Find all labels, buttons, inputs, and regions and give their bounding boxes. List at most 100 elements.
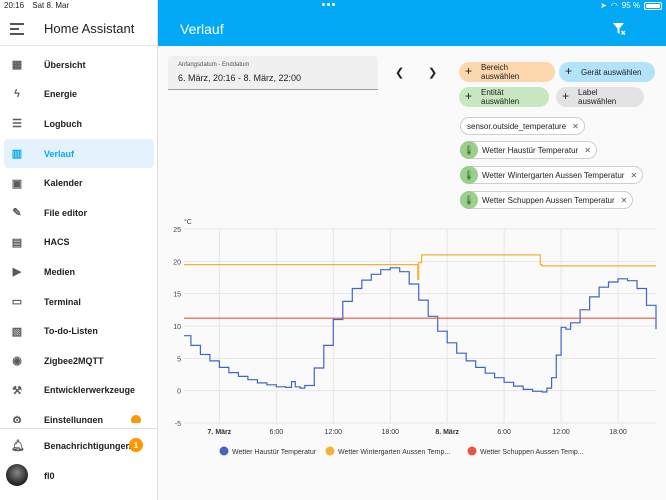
legend-entry: Wetter Schuppen Aussen Temp... xyxy=(480,449,584,456)
x-tick-label: 6:00 xyxy=(270,429,284,436)
selected-entity-chip: 🌡︎ Wetter Haustür Temperatur ✕ xyxy=(460,141,597,159)
sidebar-item-medien[interactable]: ▶ Medien xyxy=(0,257,158,287)
sidebar-item-energie[interactable]: ϟ Energie xyxy=(0,80,158,110)
thermometer-icon: 🌡︎ xyxy=(460,191,478,209)
history-chart[interactable]: 25 20 15 10 5 0 -5 7. März 6:00 12:00 18:00 8. März… xyxy=(168,216,664,466)
sidebar-divider xyxy=(0,428,158,429)
sidebar-item-hacs[interactable]: ▤ HACS xyxy=(0,228,158,258)
x-tick-label: 6:00 xyxy=(497,429,511,436)
x-tick-label: 12:00 xyxy=(552,429,570,436)
x-tick-label: 8. März xyxy=(435,429,459,436)
x-tick-label: 12:00 xyxy=(325,429,343,436)
menu-toggle-icon[interactable] xyxy=(10,23,24,35)
sidebar-item-verlauf[interactable]: ▥ Verlauf xyxy=(4,138,154,169)
thermometer-icon: 🌡︎ xyxy=(460,166,478,184)
sidebar-item-terminal[interactable]: ▭ Terminal xyxy=(0,287,158,317)
legend-marker xyxy=(219,446,229,456)
bell-icon: 🔔︎ xyxy=(11,440,25,452)
sidebar-item-label: Terminal xyxy=(44,296,81,307)
y-tick-label: 25 xyxy=(173,227,181,234)
y-tick-label: -5 xyxy=(175,421,181,428)
select-device-label: Gerät auswählen xyxy=(581,67,642,77)
date-range-picker[interactable]: Anfangsdatum - Enddatum 6. März, 20:16 -… xyxy=(168,56,378,90)
select-area-button[interactable]: + Bereich auswählen xyxy=(459,62,555,82)
chart-icon: ▥ xyxy=(11,148,23,161)
legend-entry: Wetter Wintergarten Aussen Temp... xyxy=(338,449,450,456)
notifications-label: Benachrichtigungen xyxy=(44,441,132,451)
y-axis-label: °C xyxy=(184,218,192,226)
x-tick-label: 7. März xyxy=(208,429,232,436)
dashboard-icon: ▦ xyxy=(11,59,23,72)
clipboard-icon: ▧ xyxy=(11,325,23,338)
x-tick-label: 18:00 xyxy=(609,429,627,436)
close-icon[interactable]: ✕ xyxy=(584,145,591,155)
location-icon: ➤ xyxy=(600,1,607,10)
date-range-label: Anfangsdatum - Enddatum xyxy=(178,62,250,68)
sidebar-item-label: File editor xyxy=(44,207,88,218)
lightning-icon: ϟ xyxy=(14,88,20,101)
select-label-label: Label auswählen xyxy=(578,88,617,106)
multitask-dots-icon[interactable] xyxy=(322,3,335,6)
sidebar-item-label: Verlauf xyxy=(44,148,75,159)
series-line-0 xyxy=(184,267,657,393)
sidebar-item-label: Energie xyxy=(44,89,78,100)
sidebar-title: Home Assistant xyxy=(44,21,135,36)
sidebar-item-notifications[interactable]: 🔔︎ Benachrichtigungen 1 xyxy=(0,436,158,456)
sidebar-item-todo[interactable]: ▧ To-do-Listen xyxy=(0,316,158,346)
status-bar: 20:16 Sat 8. Mar ➤ ◠ 95 % xyxy=(0,0,666,12)
y-tick-label: 15 xyxy=(173,292,181,299)
status-time: 20:16 xyxy=(4,1,25,10)
sidebar-item-zigbee2mqtt[interactable]: ◉ Zigbee2MQTT xyxy=(0,346,158,376)
selected-entity-label: Wetter Schuppen Aussen Temperatur xyxy=(482,195,615,205)
sidebar: Home Assistant ▦ Übersicht ϟ Energie ☰ L… xyxy=(0,0,158,500)
calendar-icon: ▣ xyxy=(11,177,23,190)
battery-icon xyxy=(644,1,662,10)
select-device-button[interactable]: + Gerät auswählen xyxy=(559,62,655,82)
plus-icon: + xyxy=(465,89,473,103)
sidebar-item-label: Zigbee2MQTT xyxy=(44,355,104,366)
wrench-icon: ✎ xyxy=(12,207,22,220)
page-title: Verlauf xyxy=(180,21,224,37)
sidebar-item-entwicklerwerkzeuge[interactable]: ⚒ Entwicklerwerkzeuge xyxy=(0,376,158,406)
sidebar-item-user[interactable]: fl0 xyxy=(0,464,158,486)
sidebar-item-label: Kalender xyxy=(44,178,83,189)
sidebar-item-label: Entwicklerwerkzeuge xyxy=(44,385,136,396)
sidebar-item-file-editor[interactable]: ✎ File editor xyxy=(0,198,158,228)
hammer-icon: ⚒ xyxy=(12,384,22,397)
close-icon[interactable]: ✕ xyxy=(630,170,638,180)
sidebar-item-kalender[interactable]: ▣ Kalender xyxy=(0,168,158,198)
user-name: fl0 xyxy=(44,471,55,481)
filter-remove-icon[interactable] xyxy=(612,22,626,36)
series-line-1 xyxy=(184,254,656,280)
sidebar-item-label: Einstellungen xyxy=(44,415,104,424)
status-right: ➤ ◠ 95 % xyxy=(600,1,662,10)
top-app-bar: Verlauf xyxy=(158,0,666,46)
y-tick-label: 0 xyxy=(177,389,181,396)
selected-entity-chip: 🌡︎ Wetter Wintergarten Aussen Temperatur… xyxy=(460,166,644,184)
plus-icon: + xyxy=(465,64,473,78)
notifications-count-badge: 1 xyxy=(129,438,143,452)
select-area-label: Bereich auswählen xyxy=(481,63,520,81)
y-tick-label: 10 xyxy=(173,324,181,331)
next-range-chevron-icon[interactable]: ❯ xyxy=(428,67,438,79)
status-date: Sat 8. Mar xyxy=(32,1,70,10)
plus-icon: + xyxy=(562,89,570,103)
wifi-icon: ◠ xyxy=(610,1,618,10)
avatar xyxy=(6,464,28,486)
hacs-icon: ▤ xyxy=(11,236,23,249)
sidebar-item-einstellungen[interactable]: ⚙ Einstellungen xyxy=(0,405,158,424)
legend-marker xyxy=(325,446,335,456)
selected-entity-label: Wetter Haustür Temperatur xyxy=(482,145,579,155)
previous-range-chevron-icon[interactable]: ❮ xyxy=(395,67,405,79)
sidebar-nav: ▦ Übersicht ϟ Energie ☰ Logbuch ▥ Verlau… xyxy=(0,50,158,424)
sidebar-item-logbuch[interactable]: ☰ Logbuch xyxy=(0,109,158,139)
close-icon[interactable]: ✕ xyxy=(620,195,628,205)
y-tick-label: 20 xyxy=(173,259,181,266)
selected-entity-label: Wetter Wintergarten Aussen Temperatur xyxy=(482,170,625,180)
select-label-button[interactable]: + Label auswählen xyxy=(556,87,644,107)
select-entity-button[interactable]: + Entität auswählen xyxy=(459,87,549,107)
sidebar-item-label: HACS xyxy=(44,237,70,248)
close-icon[interactable]: ✕ xyxy=(572,121,579,131)
sidebar-item-uebersicht[interactable]: ▦ Übersicht xyxy=(0,50,158,80)
thermometer-icon: 🌡︎ xyxy=(460,141,478,159)
